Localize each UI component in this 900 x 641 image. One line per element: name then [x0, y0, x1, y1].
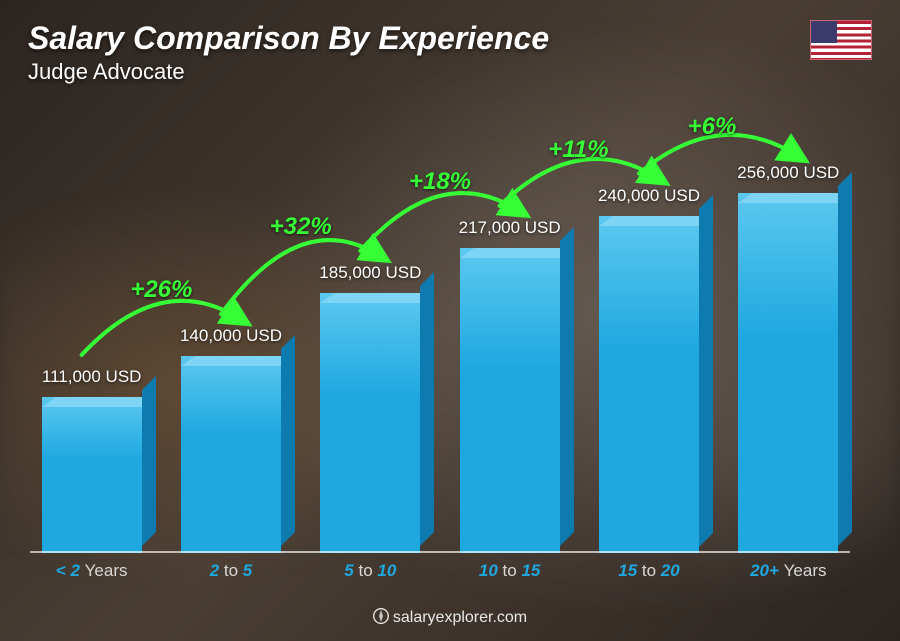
- logo-icon: [373, 608, 389, 624]
- title-block: Salary Comparison By Experience Judge Ad…: [28, 20, 549, 85]
- category-label: 10 to 15: [479, 561, 540, 581]
- category-label: < 2 Years: [56, 561, 128, 581]
- bar: [460, 248, 560, 553]
- bar-value-label: 140,000 USD: [180, 326, 282, 346]
- bar-value-label: 256,000 USD: [737, 163, 839, 183]
- chart-container: Salary Comparison By Experience Judge Ad…: [0, 0, 900, 641]
- bar-slot: 256,000 USD20+ Years: [727, 82, 850, 553]
- category-label: 15 to 20: [618, 561, 679, 581]
- bar: [320, 293, 420, 553]
- bar: [181, 356, 281, 553]
- us-flag-icon: [810, 20, 872, 60]
- category-label: 20+ Years: [750, 561, 826, 581]
- pct-increase-label: +6%: [688, 113, 737, 141]
- pct-increase-label: +32%: [270, 213, 332, 241]
- bar-value-label: 217,000 USD: [459, 218, 561, 238]
- category-label: 5 to 10: [344, 561, 396, 581]
- footer: salaryexplorer.com: [0, 608, 900, 627]
- footer-text: salaryexplorer.com: [393, 609, 527, 626]
- category-label: 2 to 5: [210, 561, 253, 581]
- chart-title: Salary Comparison By Experience: [28, 20, 549, 57]
- bar-value-label: 240,000 USD: [598, 186, 700, 206]
- bar: [42, 397, 142, 553]
- pct-increase-label: +11%: [548, 136, 608, 164]
- bar-value-label: 111,000 USD: [42, 367, 142, 387]
- header: Salary Comparison By Experience Judge Ad…: [28, 20, 872, 85]
- baseline: [30, 551, 850, 553]
- bars-row: 111,000 USD< 2 Years140,000 USD2 to 5185…: [30, 82, 850, 553]
- bar-slot: 185,000 USD5 to 10: [309, 82, 432, 553]
- bar-slot: 140,000 USD2 to 5: [169, 82, 292, 553]
- chart-area: 111,000 USD < 2 Years 140,000 USD 2 to 5 185…: [30, 110, 850, 581]
- bar: [738, 193, 838, 553]
- bar-value-label: 185,000 USD: [319, 263, 421, 283]
- bar: [599, 216, 699, 554]
- pct-increase-label: +18%: [409, 168, 471, 196]
- pct-increase-label: +26%: [130, 276, 192, 304]
- bar-slot: 111,000 USD< 2 Years: [30, 82, 153, 553]
